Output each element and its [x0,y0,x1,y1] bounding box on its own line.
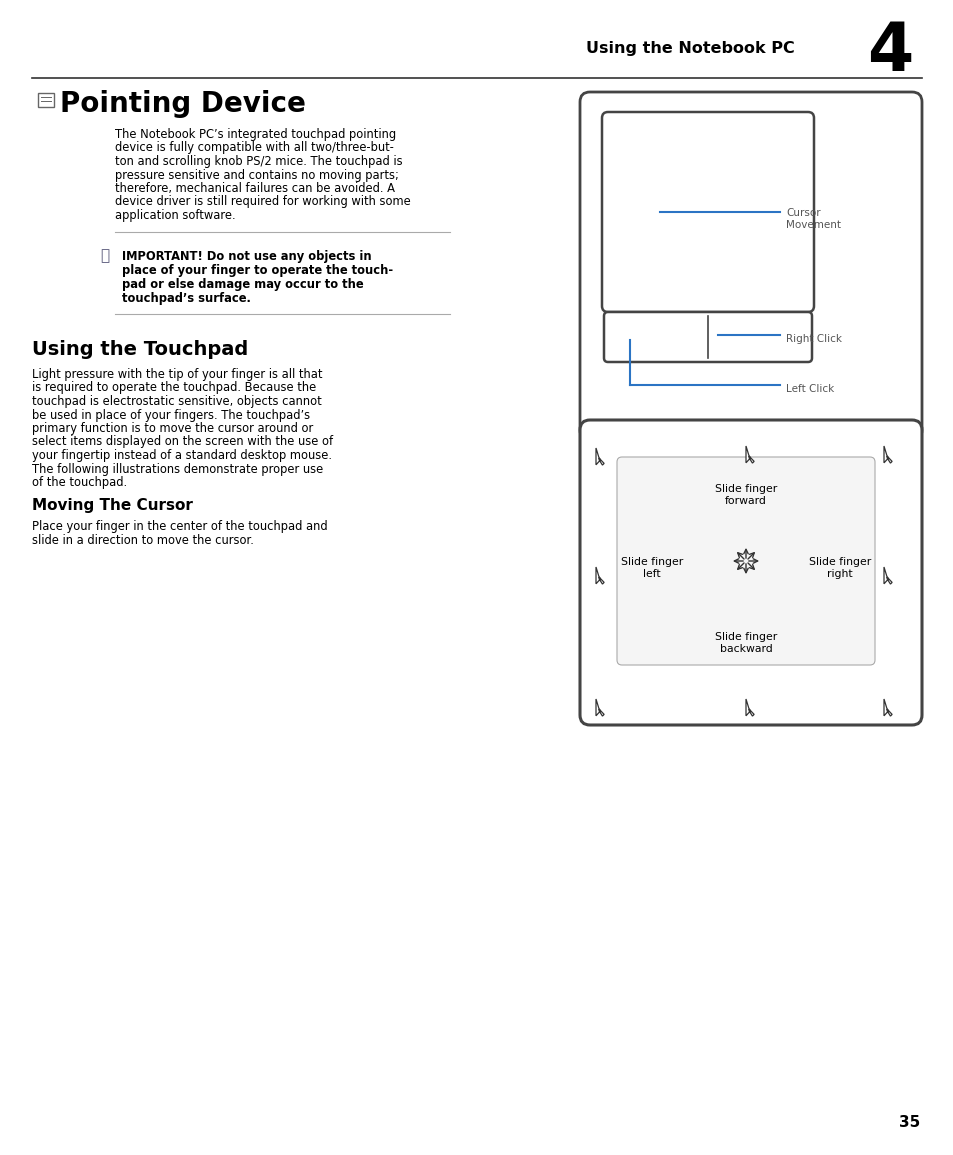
Text: place of your finger to operate the touch-: place of your finger to operate the touc… [122,264,393,277]
Text: your fingertip instead of a standard desktop mouse.: your fingertip instead of a standard des… [32,449,332,462]
Polygon shape [745,699,753,716]
Text: Moving The Cursor: Moving The Cursor [32,498,193,513]
Text: 👍: 👍 [100,248,109,263]
Text: of the touchpad.: of the touchpad. [32,476,127,489]
Text: Movement: Movement [785,219,841,230]
Text: Slide finger: Slide finger [808,557,870,567]
Text: Right Click: Right Click [785,334,841,344]
Text: The following illustrations demonstrate proper use: The following illustrations demonstrate … [32,462,323,476]
Text: Slide finger: Slide finger [620,557,682,567]
Text: slide in a direction to move the cursor.: slide in a direction to move the cursor. [32,534,253,546]
FancyBboxPatch shape [603,312,811,362]
Text: left: left [642,569,660,579]
Text: forward: forward [724,495,766,506]
Text: ton and scrolling knob PS/2 mice. The touchpad is: ton and scrolling knob PS/2 mice. The to… [115,155,402,167]
Polygon shape [745,446,753,463]
Text: therefore, mechanical failures can be avoided. A: therefore, mechanical failures can be av… [115,182,395,195]
Text: pad or else damage may occur to the: pad or else damage may occur to the [122,278,363,291]
Text: select items displayed on the screen with the use of: select items displayed on the screen wit… [32,435,333,448]
Polygon shape [596,448,603,465]
Text: Pointing Device: Pointing Device [60,90,306,118]
Text: Using the Touchpad: Using the Touchpad [32,340,248,359]
Text: Slide finger: Slide finger [714,632,777,642]
Text: IMPORTANT! Do not use any objects in: IMPORTANT! Do not use any objects in [122,249,372,263]
Text: device is fully compatible with all two/three-but-: device is fully compatible with all two/… [115,142,394,155]
Text: Left Click: Left Click [785,383,833,394]
Polygon shape [883,446,891,463]
Text: primary function is to move the cursor around or: primary function is to move the cursor a… [32,422,313,435]
Polygon shape [883,699,891,716]
FancyBboxPatch shape [601,112,813,312]
Text: be used in place of your fingers. The touchpad’s: be used in place of your fingers. The to… [32,409,310,422]
Text: Cursor: Cursor [785,208,820,218]
Text: Place your finger in the center of the touchpad and: Place your finger in the center of the t… [32,520,327,532]
Text: Slide finger: Slide finger [714,484,777,494]
Text: device driver is still required for working with some: device driver is still required for work… [115,195,411,209]
Text: 4: 4 [866,18,912,85]
FancyBboxPatch shape [579,420,921,725]
Polygon shape [596,699,603,716]
Text: backward: backward [719,644,772,654]
Text: application software.: application software. [115,209,235,222]
Polygon shape [596,567,603,584]
Polygon shape [883,567,891,584]
Text: The Notebook PC’s integrated touchpad pointing: The Notebook PC’s integrated touchpad po… [115,128,395,141]
Text: touchpad’s surface.: touchpad’s surface. [122,292,251,305]
Text: touchpad is electrostatic sensitive, objects cannot: touchpad is electrostatic sensitive, obj… [32,395,321,408]
Bar [38,94,54,107]
Text: Light pressure with the tip of your finger is all that: Light pressure with the tip of your fing… [32,368,322,381]
Text: pressure sensitive and contains no moving parts;: pressure sensitive and contains no movin… [115,169,398,181]
FancyBboxPatch shape [617,457,874,665]
Text: 35: 35 [898,1115,919,1130]
Text: Using the Notebook PC: Using the Notebook PC [586,40,794,55]
FancyBboxPatch shape [579,92,921,440]
Text: is required to operate the touchpad. Because the: is required to operate the touchpad. Bec… [32,381,315,395]
Text: right: right [826,569,852,579]
